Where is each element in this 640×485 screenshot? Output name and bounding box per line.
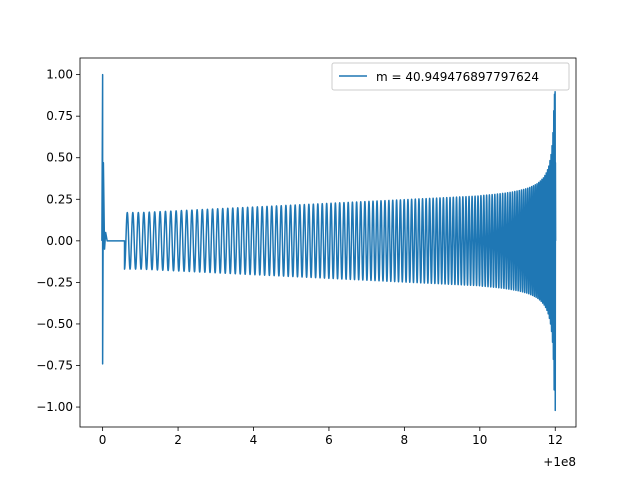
x-tick-label: 6 <box>325 433 333 447</box>
y-tick-label: 0.50 <box>46 151 73 165</box>
legend-frame <box>331 62 570 91</box>
x-tick-label: 12 <box>548 433 563 447</box>
y-tick-label: 0.00 <box>46 234 73 248</box>
y-tick-label: −1.00 <box>36 400 73 414</box>
legend-label: m = 40.949476897797624 <box>376 70 539 84</box>
y-tick-label: 0.75 <box>46 109 73 123</box>
y-tick-label: −0.50 <box>36 317 73 331</box>
x-axis-offset-label: +1e8 <box>543 455 576 469</box>
x-tick-label: 8 <box>401 433 409 447</box>
plot-area <box>101 73 557 412</box>
x-tick-label: 4 <box>250 433 258 447</box>
y-tick-label: 0.25 <box>46 192 73 206</box>
y-tick-label: −0.25 <box>36 275 73 289</box>
y-tick-label: 1.00 <box>46 68 73 82</box>
y-tick-label: −0.75 <box>36 359 73 373</box>
legend: m = 40.949476897797624 <box>331 62 570 91</box>
axes: 0 2 4 6 8 10 12 −1.00 −0.75 −0.50 −0.25 0.00 0.25 0.5… <box>36 57 577 447</box>
axes-frame <box>79 57 577 428</box>
x-tick-label: 0 <box>99 433 107 447</box>
x-tick-label: 2 <box>174 433 182 447</box>
x-tick-label: 10 <box>472 433 487 447</box>
series-line <box>101 73 557 412</box>
